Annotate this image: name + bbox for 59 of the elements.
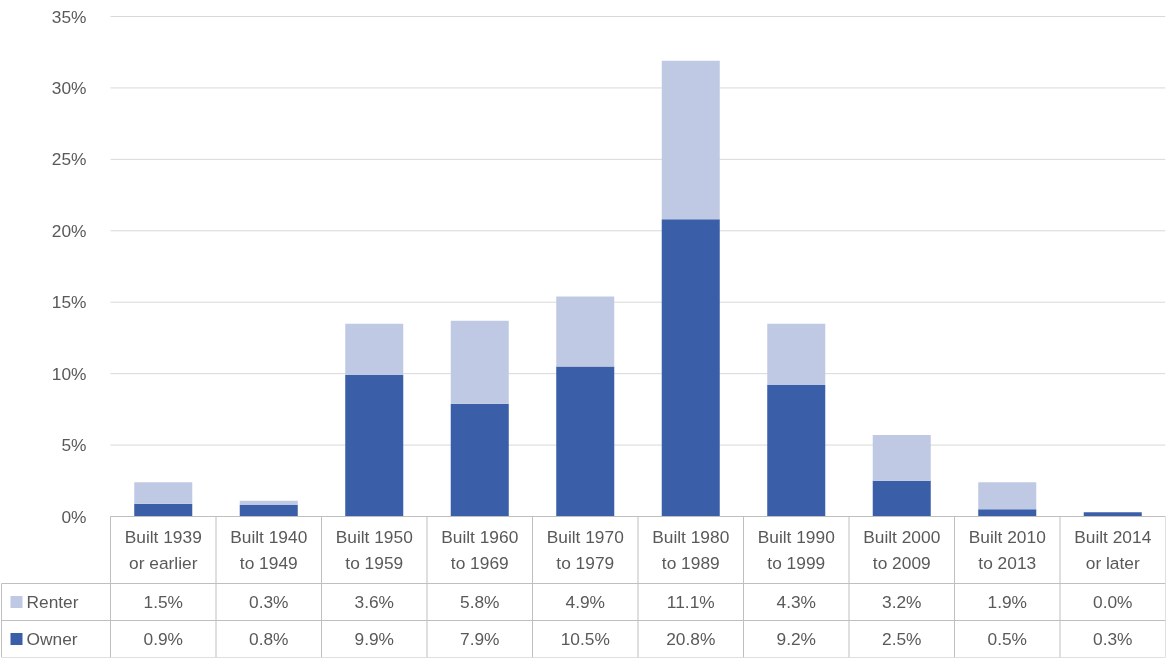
data-label: 0.3% — [1093, 629, 1133, 649]
y-tick-label: 0% — [61, 506, 87, 527]
bar — [450, 320, 509, 404]
bar — [978, 482, 1037, 510]
x-tick-label: Built 1950 to 1959 — [335, 527, 413, 573]
y-tick-label: 5% — [61, 435, 87, 456]
data-label: 0.5% — [987, 629, 1027, 649]
y-tick-label: 10% — [51, 363, 87, 384]
data-label: 1.5% — [143, 592, 183, 612]
x-tick-label: Built 1990 to 1999 — [757, 527, 835, 573]
bar — [767, 323, 826, 386]
y-tick-label: 30% — [51, 77, 87, 98]
data-label: 0.3% — [249, 592, 289, 612]
y-tick-label: 35% — [51, 6, 87, 27]
bar — [767, 385, 826, 517]
x-tick-label: Built 1939 or earlier — [124, 527, 202, 573]
bar — [661, 219, 720, 517]
legend-label: Owner — [26, 629, 78, 649]
data-label: 4.9% — [565, 592, 605, 612]
bar — [134, 482, 193, 504]
bar — [239, 505, 298, 517]
x-tick-label: Built 2010 to 2013 — [968, 527, 1046, 573]
bar — [1083, 512, 1142, 517]
bar — [556, 296, 615, 367]
y-tick-label: 20% — [51, 220, 87, 241]
data-label: 3.2% — [882, 592, 922, 612]
data-label: 9.9% — [354, 629, 394, 649]
bar — [345, 375, 404, 517]
bar — [345, 323, 404, 376]
x-tick-label: Built 1980 to 1989 — [652, 527, 730, 573]
y-tick-label: 15% — [51, 292, 87, 313]
x-tick-label: Built 1940 to 1949 — [230, 527, 308, 573]
data-label: 2.5% — [882, 629, 922, 649]
legend-label: Renter — [26, 592, 79, 612]
bar — [450, 403, 509, 517]
bar — [661, 60, 720, 220]
bar — [978, 509, 1037, 517]
bar — [134, 503, 193, 517]
data-label: 5.8% — [460, 592, 500, 612]
x-tick-label: Built 2000 to 2009 — [863, 527, 941, 573]
data-label: 7.9% — [460, 629, 500, 649]
bar — [872, 480, 931, 517]
data-label: 0.8% — [249, 629, 289, 649]
y-tick-label: 25% — [51, 149, 87, 170]
bar — [872, 435, 931, 481]
data-label: 0.9% — [143, 629, 183, 649]
x-tick-label: Built 1960 to 1969 — [441, 527, 519, 573]
x-tick-label: Built 2014 or later — [1074, 527, 1152, 573]
data-label: 4.3% — [776, 592, 816, 612]
data-label: 0.0% — [1093, 592, 1133, 612]
data-label: 20.8% — [666, 629, 716, 649]
data-label: 1.9% — [987, 592, 1027, 612]
x-tick-label: Built 1970 to 1979 — [546, 527, 624, 573]
data-label: 3.6% — [354, 592, 394, 612]
bar — [556, 366, 615, 517]
data-label: 11.1% — [666, 592, 715, 612]
bar — [239, 500, 298, 506]
data-label: 10.5% — [560, 629, 610, 649]
data-label: 9.2% — [776, 629, 816, 649]
